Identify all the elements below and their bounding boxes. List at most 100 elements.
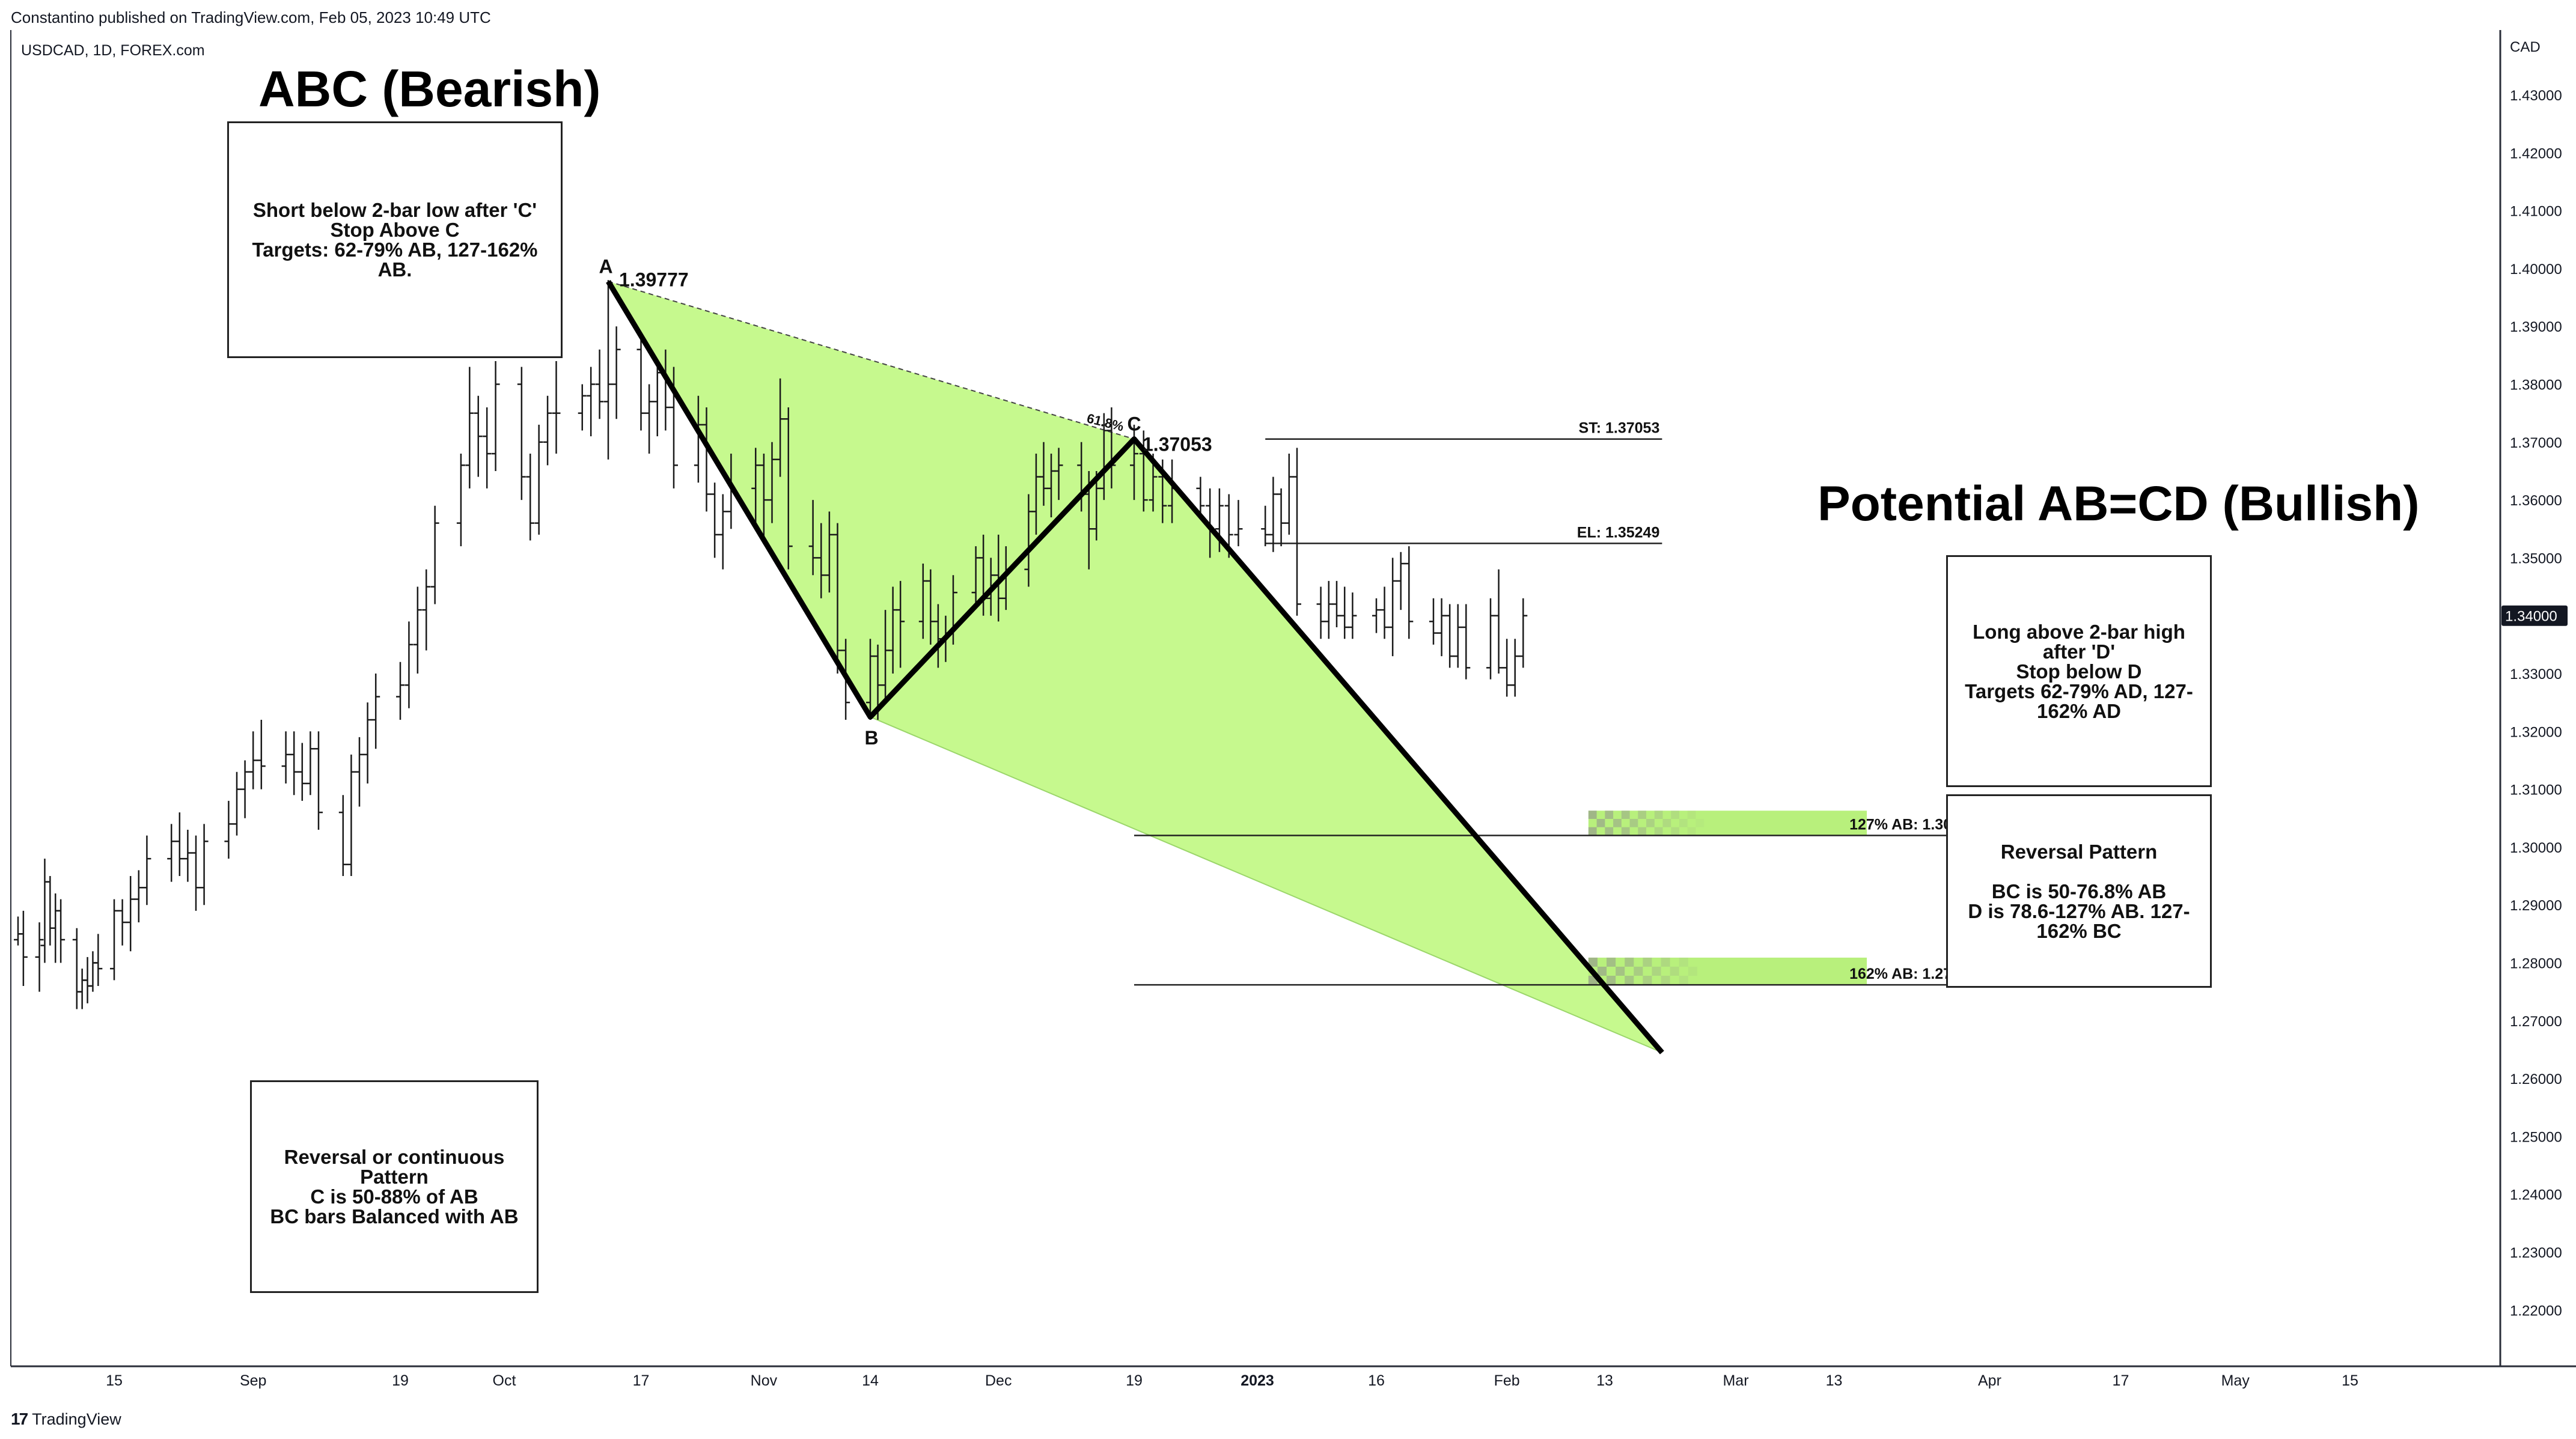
note-line: Stop below D	[2016, 660, 2142, 683]
ohlc-bar	[1380, 586, 1389, 639]
target-zone-hatch	[1661, 957, 1670, 967]
ohlc-bar	[396, 662, 404, 720]
target-zone-hatch	[1670, 966, 1679, 976]
target-zone-hatch	[1616, 966, 1625, 976]
price-tick-label: 1.31000	[2510, 782, 2562, 799]
price-label-c: 1.37053	[1143, 434, 1212, 455]
target-zone-hatch	[1638, 827, 1647, 836]
target-zone-hatch	[1638, 811, 1647, 819]
ohlc-bar	[56, 899, 66, 963]
tradingview-logo[interactable]: 17 TradingView	[11, 1410, 121, 1429]
price-tick-label: 1.37000	[2510, 435, 2562, 451]
ac-ratio-line	[608, 281, 1135, 440]
ohlc-bar	[578, 384, 587, 431]
price-axis-currency: CAD	[2510, 39, 2541, 55]
target-zone-hatch	[1671, 827, 1679, 836]
point-label-a: A	[599, 255, 612, 277]
time-axis[interactable]: 15 Sep 19 Oct 17 Nov 14 Dec 19 2023 16 Feb 13 Mar 13 Ap…	[106, 1372, 2358, 1389]
ohlc-bar	[1340, 586, 1349, 639]
pattern-legs	[606, 280, 1664, 1054]
target-zone-hatch	[1588, 827, 1597, 836]
ohlc-bar	[1269, 476, 1278, 552]
ohlc-bar	[896, 580, 905, 668]
ohlc-bar	[784, 407, 793, 570]
time-tick-label: 15	[106, 1372, 123, 1389]
ohlc-bar	[1234, 500, 1243, 547]
price-axis[interactable]: CAD 1.43000 1.42000 1.41000 1.40000 1.39000 1…	[2501, 39, 2568, 1319]
note-line: C is 50-88% of AB	[310, 1185, 478, 1208]
abc-trade-note: Short below 2-bar low after 'C' Stop Abo…	[227, 121, 563, 358]
note-line	[1968, 862, 2190, 881]
ohlc-bar	[1486, 598, 1495, 680]
target-zone-hatch	[1695, 818, 1705, 827]
target-zone-hatch	[1654, 811, 1663, 819]
note-line: Targets 62-79% AD, 127-	[1965, 680, 2193, 702]
ohlc-bar	[1405, 546, 1414, 639]
note-line: AB.	[377, 258, 412, 281]
ohlc-bar	[1348, 592, 1357, 639]
price-tick-label: 1.26000	[2510, 1071, 2562, 1088]
target-zone-hatch	[1588, 811, 1597, 819]
ohlc-bar	[1372, 598, 1381, 633]
ohlc-bar	[1261, 505, 1270, 547]
ohlc-bar	[1494, 569, 1503, 674]
target-zone-hatch	[1597, 966, 1607, 976]
price-tick-label: 1.33000	[2510, 666, 2562, 683]
ohlc-bar	[808, 500, 817, 576]
note-line: Long above 2-bar high	[1973, 620, 2185, 643]
ohlc-bar	[1519, 598, 1528, 668]
target-zone	[1588, 957, 1867, 985]
price-tick-label: 1.39000	[2510, 319, 2562, 335]
ohlc-bar	[833, 523, 842, 674]
abc-pattern-fill	[608, 281, 1134, 717]
note-line: BC is 50-76.8% AB	[1991, 880, 2167, 902]
ohlc-bar	[1324, 580, 1333, 639]
ohlc-bar	[1396, 552, 1405, 610]
ohlc-bar	[517, 367, 526, 500]
point-label-c: C	[1127, 413, 1141, 435]
ohlc-bar	[257, 720, 266, 789]
ohlc-bar	[1503, 639, 1512, 697]
ohlc-bar	[94, 934, 103, 987]
target-zone-hatch	[1625, 957, 1634, 967]
ohlc-bar	[1462, 604, 1471, 680]
abcd-trade-note: Long above 2-bar high after 'D' Stop bel…	[1946, 555, 2212, 787]
ohlc-bar	[759, 454, 768, 541]
ohlc-bar	[35, 922, 44, 992]
ohlc-bar	[298, 743, 307, 801]
note-line: Short below 2-bar low after 'C'	[252, 199, 537, 221]
price-tick-label: 1.42000	[2510, 145, 2562, 162]
note-line: Reversal Pattern	[2000, 840, 2158, 863]
ohlc-bar	[240, 760, 249, 818]
ohlc-bar	[1429, 598, 1438, 645]
point-label-b: B	[864, 727, 878, 749]
price-tick-label: 1.29000	[2510, 898, 2562, 914]
target-zone-hatch	[1679, 976, 1688, 985]
price-tick-label: 1.30000	[2510, 840, 2562, 856]
time-tick-label: Dec	[985, 1372, 1012, 1389]
tradingview-logo-text: TradingView	[32, 1410, 121, 1428]
ohlc-bar	[371, 674, 380, 749]
ohlc-bar	[718, 494, 727, 570]
target-zone-hatch	[1687, 811, 1696, 819]
target-zone-hatch	[1687, 827, 1696, 836]
price-tick-label: 1.43000	[2510, 88, 2562, 104]
ohlc-bar	[281, 731, 290, 783]
price-tick-label: 1.35000	[2510, 550, 2562, 567]
level-label: EL: 1.35249	[1577, 524, 1660, 541]
ohlc-bar	[224, 800, 233, 859]
time-tick-label: 16	[1368, 1372, 1385, 1389]
ohlc-bar	[1293, 448, 1301, 616]
symbol-info: USDCAD, 1D, FOREX.com	[21, 42, 205, 59]
ohlc-bar	[776, 378, 785, 477]
target-zone-hatch	[1613, 818, 1622, 827]
note-line: BC bars Balanced with AB	[270, 1205, 519, 1228]
ohlc-bar	[430, 505, 439, 604]
time-tick-label: 17	[2113, 1372, 2129, 1389]
ohlc-bar	[249, 731, 258, 789]
time-tick-label: 17	[633, 1372, 650, 1389]
ohlc-bar	[347, 754, 356, 877]
time-tick-label: May	[2221, 1372, 2250, 1389]
time-tick-label: Oct	[493, 1372, 516, 1389]
ohlc-bar	[526, 454, 535, 541]
